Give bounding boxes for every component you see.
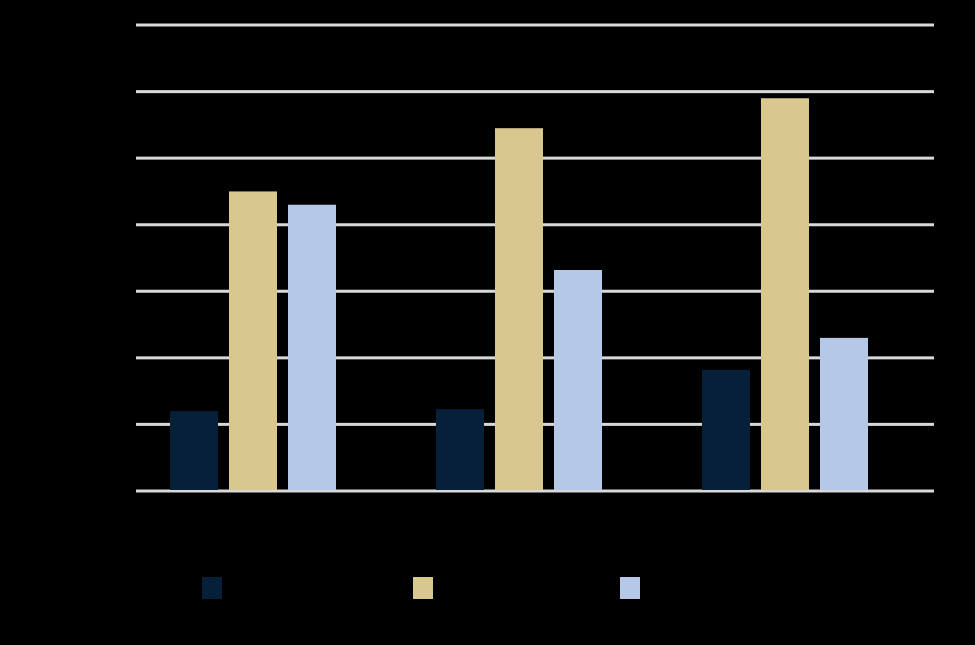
bar-series-3-cat-3 [820, 337, 868, 490]
bar-series-3-cat-1 [288, 204, 336, 490]
legend-swatch-series-1 [202, 577, 222, 599]
legend-item-series-1 [202, 577, 230, 599]
data-labels: 45% 43% 12% 54% 33% 23% [233, 99, 864, 402]
bar-series-2-cat-3 [761, 98, 809, 490]
bar-series-1-cat-3 [702, 369, 750, 490]
legend-swatch-series-2 [413, 577, 433, 599]
legend-swatch-series-3 [620, 577, 640, 599]
data-label-series-2-cat-2: 54% [499, 99, 539, 121]
bar-series-2-cat-1 [229, 191, 277, 490]
data-label-series-2-cat-1: 45% [233, 162, 273, 184]
bar-series-1-cat-1 [170, 411, 218, 490]
data-label-series-3-cat-2: 33% [558, 241, 598, 263]
data-label-series-1-cat-2: 12% [440, 380, 480, 402]
legend [0, 560, 975, 610]
bar-series-1-cat-2 [436, 409, 484, 490]
bars [170, 98, 868, 490]
bar-series-2-cat-2 [495, 128, 543, 490]
data-label-series-3-cat-3: 23% [824, 309, 864, 331]
legend-item-series-3 [620, 577, 648, 599]
legend-item-series-2 [413, 577, 441, 599]
data-label-series-3-cat-1: 43% [292, 176, 332, 198]
bar-series-3-cat-2 [554, 269, 602, 490]
